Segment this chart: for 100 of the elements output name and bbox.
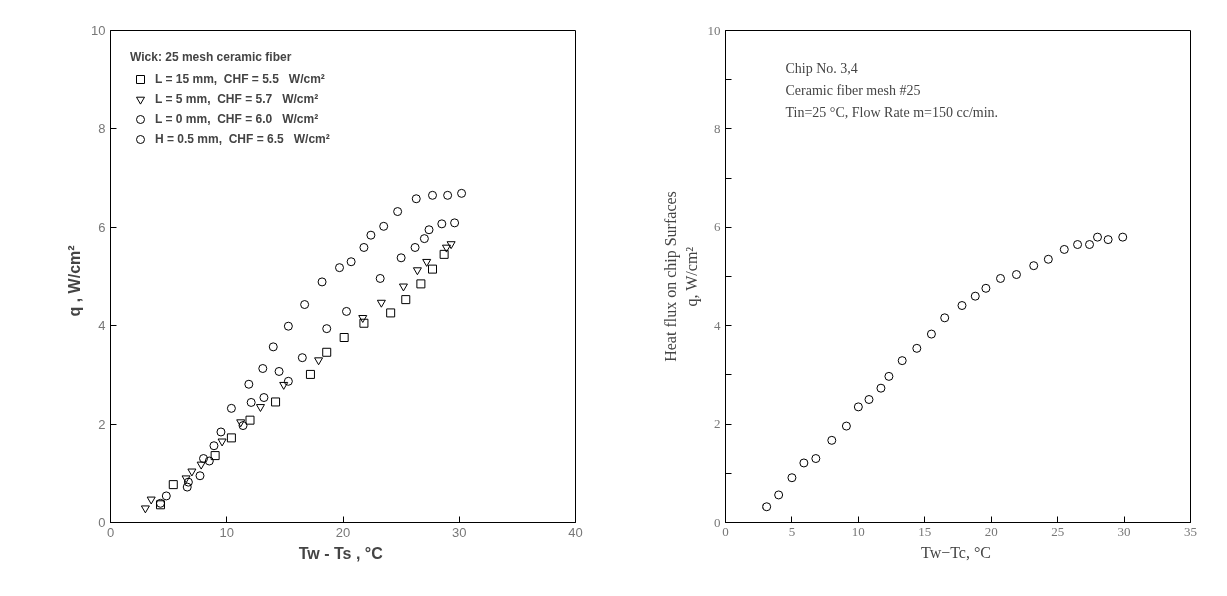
point <box>341 306 351 316</box>
point <box>428 190 438 200</box>
point <box>1059 244 1069 254</box>
point <box>279 381 289 390</box>
x-tick-label: 10 <box>851 523 865 539</box>
point <box>926 329 936 339</box>
y-tick-label: 4 <box>98 318 106 334</box>
point <box>322 347 332 357</box>
point <box>422 258 432 267</box>
point <box>226 433 236 443</box>
annotation: Chip No. 3,4 <box>785 60 858 76</box>
point <box>181 475 191 484</box>
point <box>410 242 420 252</box>
point <box>424 225 434 235</box>
x-tick-label: 40 <box>568 524 583 540</box>
x-tick-label: 5 <box>788 523 796 539</box>
point <box>246 397 256 407</box>
point <box>411 194 421 204</box>
point <box>376 299 386 308</box>
point <box>196 461 206 470</box>
point <box>970 291 980 301</box>
point <box>762 502 772 512</box>
x-tick-label: 35 <box>1184 523 1197 539</box>
y-tick-label: 10 <box>91 23 106 38</box>
point <box>1118 232 1128 242</box>
y-tick-label: 2 <box>98 416 106 432</box>
point <box>446 241 456 250</box>
point <box>339 333 349 343</box>
point <box>379 221 389 231</box>
x-axis-title: Tw−Tc, °C <box>920 543 992 561</box>
point <box>396 253 406 263</box>
point <box>841 421 851 431</box>
point <box>236 419 246 428</box>
point <box>335 263 345 273</box>
x-tick-label: 10 <box>219 524 234 540</box>
point <box>787 473 797 483</box>
point <box>283 321 293 331</box>
point <box>398 283 408 292</box>
point <box>238 421 248 431</box>
point <box>774 490 784 500</box>
point <box>255 404 265 412</box>
point <box>274 366 284 376</box>
point <box>1093 232 1102 242</box>
point <box>1085 240 1095 250</box>
point <box>183 477 193 487</box>
annotation: Tin=25 °C, Flow Rate m=150 cc/min. <box>785 104 999 120</box>
point <box>146 496 156 505</box>
point <box>401 295 411 305</box>
legend-label: L = 0 mm, CHF = 6.0 W/cm² <box>155 112 319 126</box>
point <box>1073 240 1083 250</box>
point <box>853 402 863 412</box>
point <box>210 451 220 461</box>
point <box>393 207 403 217</box>
point <box>300 300 310 310</box>
point <box>283 376 293 386</box>
point <box>271 397 281 407</box>
legend-label: L = 5 mm, CHF = 5.7 W/cm² <box>155 92 319 106</box>
point <box>450 218 460 228</box>
x-tick-label: 25 <box>1051 523 1065 539</box>
point <box>439 249 449 259</box>
point <box>897 356 907 366</box>
point <box>827 435 837 445</box>
point <box>996 273 1006 283</box>
point <box>305 369 315 379</box>
y-tick-label: 8 <box>98 121 106 137</box>
point <box>876 383 886 393</box>
point <box>259 393 269 403</box>
point <box>981 283 991 293</box>
point <box>268 342 278 352</box>
legend-label: L = 15 mm, CHF = 5.5 W/cm² <box>155 72 325 86</box>
point <box>1043 254 1053 264</box>
point <box>168 480 178 490</box>
point <box>209 441 219 451</box>
point <box>187 468 197 477</box>
point <box>375 273 385 283</box>
point <box>216 427 226 437</box>
x-tick-label: 30 <box>1117 523 1131 539</box>
point <box>416 279 426 289</box>
point <box>799 458 809 468</box>
point <box>322 324 332 334</box>
point <box>226 403 236 413</box>
x-tick-label: 20 <box>335 524 351 540</box>
x-tick-label: 30 <box>452 524 467 540</box>
y-axis-title: Heat flux on chip Surfaces q, W/cm² <box>662 191 701 362</box>
point <box>884 371 894 381</box>
point <box>940 313 950 323</box>
annotation: Ceramic fiber mesh #25 <box>785 82 921 98</box>
point <box>358 315 368 323</box>
point <box>428 264 438 274</box>
y-tick-label: 10 <box>707 22 721 38</box>
point <box>195 471 205 481</box>
point <box>245 415 255 425</box>
point <box>366 230 376 240</box>
point <box>386 308 396 318</box>
point <box>359 242 369 252</box>
point <box>437 219 447 229</box>
point <box>441 244 451 253</box>
x-axis-title: Tw - Ts , °C <box>298 544 384 562</box>
y-tick-label: 6 <box>714 219 721 235</box>
y-tick-label: 2 <box>714 416 721 432</box>
